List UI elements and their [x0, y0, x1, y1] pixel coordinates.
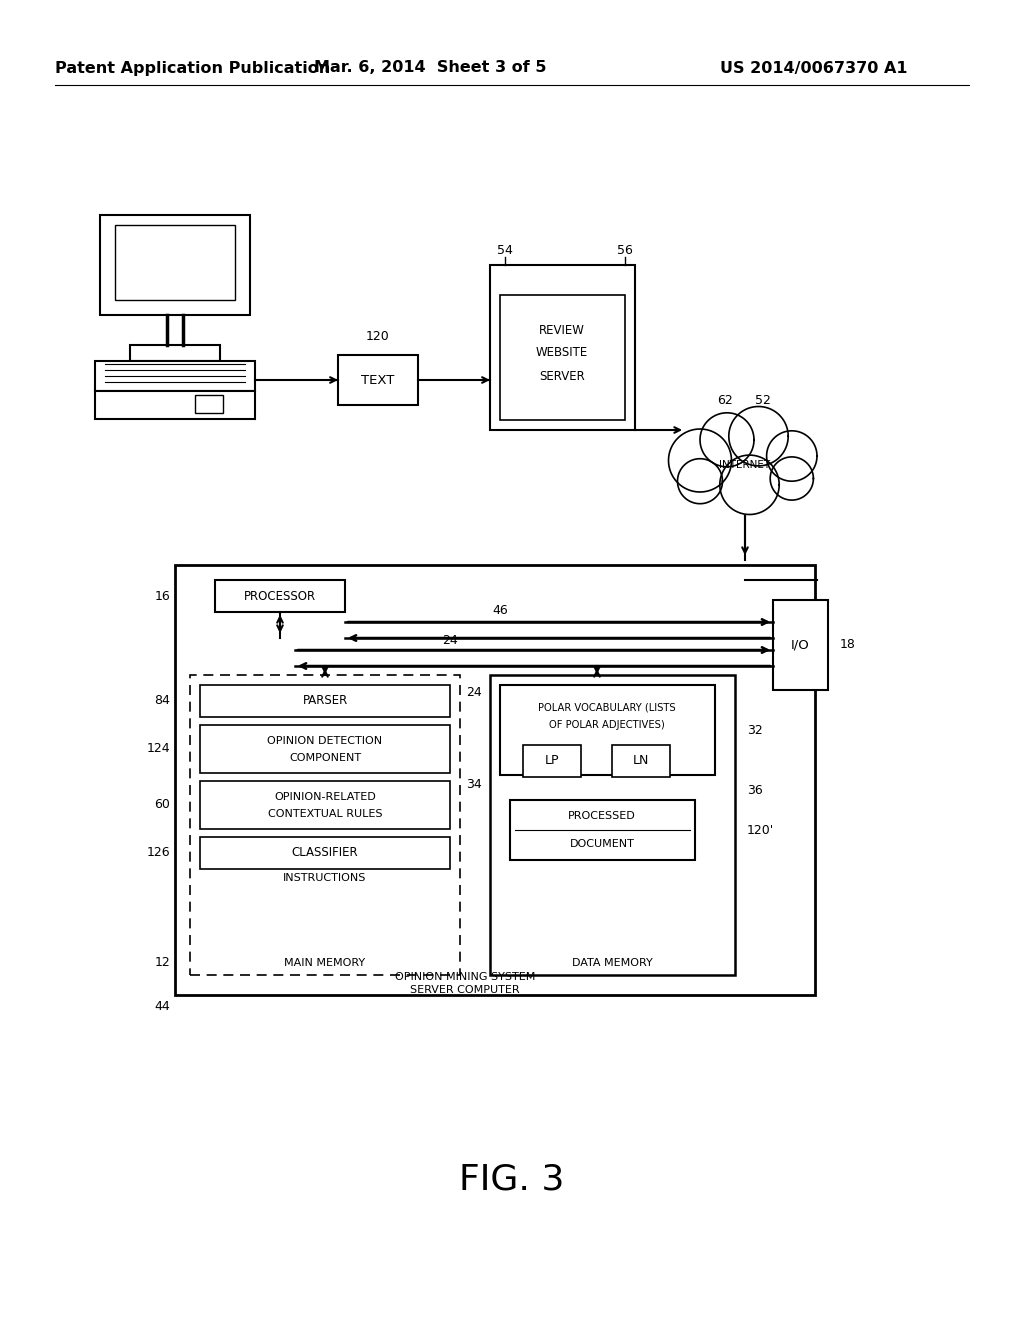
- Bar: [490, 265, 635, 430]
- Text: LN: LN: [633, 755, 649, 767]
- Polygon shape: [669, 429, 731, 492]
- Text: REVIEW: REVIEW: [539, 323, 585, 337]
- Text: TEXT: TEXT: [361, 374, 394, 387]
- Text: POLAR VOCABULARY (LISTS: POLAR VOCABULARY (LISTS: [539, 702, 676, 711]
- Text: INTERNET: INTERNET: [720, 459, 771, 470]
- Polygon shape: [700, 413, 754, 467]
- Text: PROCESSOR: PROCESSOR: [244, 590, 316, 602]
- Bar: [130, 345, 220, 360]
- Text: 44: 44: [155, 1001, 170, 1014]
- Bar: [510, 800, 695, 861]
- Text: 24: 24: [466, 686, 482, 700]
- Text: OPINION DETECTION: OPINION DETECTION: [267, 737, 383, 746]
- Text: 52: 52: [755, 393, 771, 407]
- Polygon shape: [720, 455, 779, 515]
- Bar: [115, 224, 234, 300]
- Text: I/O: I/O: [791, 639, 809, 652]
- Text: SERVER: SERVER: [539, 370, 585, 383]
- Text: Patent Application Publication: Patent Application Publication: [55, 61, 331, 75]
- Text: 62: 62: [717, 393, 733, 407]
- Bar: [175, 565, 815, 995]
- Bar: [200, 685, 450, 717]
- Text: 12: 12: [155, 957, 170, 969]
- Text: INSTRUCTIONS: INSTRUCTIONS: [284, 873, 367, 883]
- Text: OF POLAR ADJECTIVES): OF POLAR ADJECTIVES): [549, 719, 665, 730]
- Text: 126: 126: [146, 846, 170, 859]
- Bar: [773, 601, 828, 690]
- Text: 46: 46: [493, 603, 508, 616]
- Text: CONTEXTUAL RULES: CONTEXTUAL RULES: [267, 809, 382, 818]
- Text: DATA MEMORY: DATA MEMORY: [571, 958, 652, 968]
- Text: OPINION MINING SYSTEM: OPINION MINING SYSTEM: [395, 972, 536, 982]
- Text: 24: 24: [442, 634, 458, 647]
- Text: CLASSIFIER: CLASSIFIER: [292, 846, 358, 859]
- Polygon shape: [678, 459, 723, 504]
- Text: LP: LP: [545, 755, 559, 767]
- Text: 34: 34: [466, 779, 482, 792]
- Text: 32: 32: [746, 723, 763, 737]
- Bar: [215, 579, 345, 612]
- Text: 36: 36: [746, 784, 763, 796]
- Text: 16: 16: [155, 590, 170, 602]
- Bar: [200, 725, 450, 774]
- Text: OPINION-RELATED: OPINION-RELATED: [274, 792, 376, 803]
- Bar: [500, 294, 625, 420]
- Bar: [500, 685, 715, 775]
- Text: 124: 124: [146, 742, 170, 755]
- Text: US 2014/0067370 A1: US 2014/0067370 A1: [720, 61, 907, 75]
- Text: 84: 84: [155, 694, 170, 708]
- Polygon shape: [729, 407, 788, 466]
- Bar: [100, 215, 250, 315]
- Bar: [95, 360, 255, 391]
- Text: WEBSITE: WEBSITE: [536, 346, 588, 359]
- Bar: [200, 837, 450, 869]
- Text: COMPONENT: COMPONENT: [289, 752, 361, 763]
- Bar: [338, 355, 418, 405]
- Text: 54: 54: [497, 244, 513, 257]
- Text: DOCUMENT: DOCUMENT: [569, 840, 635, 849]
- Text: PROCESSED: PROCESSED: [568, 810, 636, 821]
- Bar: [95, 391, 255, 418]
- Bar: [190, 675, 460, 975]
- Bar: [523, 744, 581, 777]
- Text: PARSER: PARSER: [302, 694, 347, 708]
- Polygon shape: [770, 457, 813, 500]
- Text: 60: 60: [155, 799, 170, 812]
- Bar: [195, 395, 223, 413]
- Text: 120': 120': [746, 824, 774, 837]
- Text: Mar. 6, 2014  Sheet 3 of 5: Mar. 6, 2014 Sheet 3 of 5: [313, 61, 546, 75]
- Bar: [490, 675, 735, 975]
- Text: MAIN MEMORY: MAIN MEMORY: [285, 958, 366, 968]
- Text: 18: 18: [840, 639, 856, 652]
- Bar: [612, 744, 670, 777]
- Text: 120: 120: [367, 330, 390, 343]
- Text: FIG. 3: FIG. 3: [460, 1163, 564, 1197]
- Polygon shape: [767, 430, 817, 482]
- Text: SERVER COMPUTER: SERVER COMPUTER: [411, 985, 520, 995]
- Text: 56: 56: [617, 244, 633, 257]
- Bar: [200, 781, 450, 829]
